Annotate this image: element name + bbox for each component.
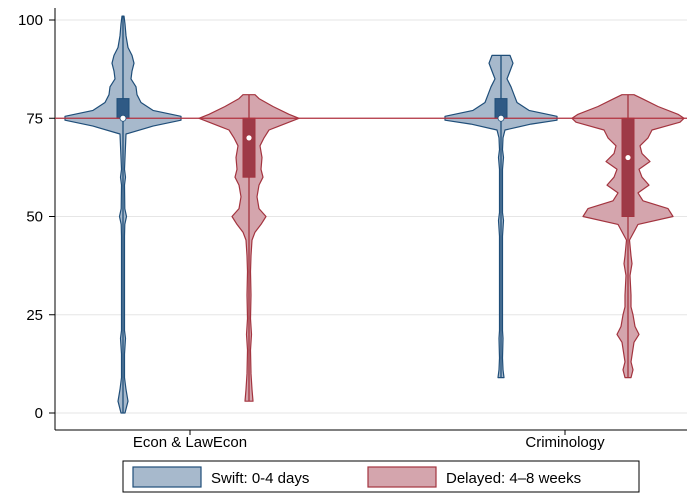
median-marker-1-0 [245,134,253,142]
x-tick-label-1: Criminology [525,434,605,451]
y-tick-label-25: 25 [26,307,43,324]
legend-key-0 [132,466,202,488]
violins [55,15,687,414]
y-tick-label-50: 50 [26,209,43,226]
legend-label-0: Swift: 0-4 days [211,470,309,487]
median-marker-0-1 [497,114,505,122]
median-marker-0-0 [119,114,127,122]
iqr-box-1-1 [621,117,635,217]
y-tick-label-75: 75 [26,110,43,127]
legend-label-1: Delayed: 4–8 weeks [446,470,581,487]
legend-key-1 [367,466,437,488]
iqr-box-1-0 [242,117,256,178]
axes: 0 25 50 75 100 Econ & LawEcon Criminology [18,8,687,451]
y-tick-label-100: 100 [18,12,43,29]
legend: Swift: 0-4 days Delayed: 4–8 weeks [122,460,640,493]
median-marker-1-1 [624,154,632,161]
x-tick-label-0: Econ & LawEcon [133,434,247,451]
y-tick-label-0: 0 [35,405,43,422]
